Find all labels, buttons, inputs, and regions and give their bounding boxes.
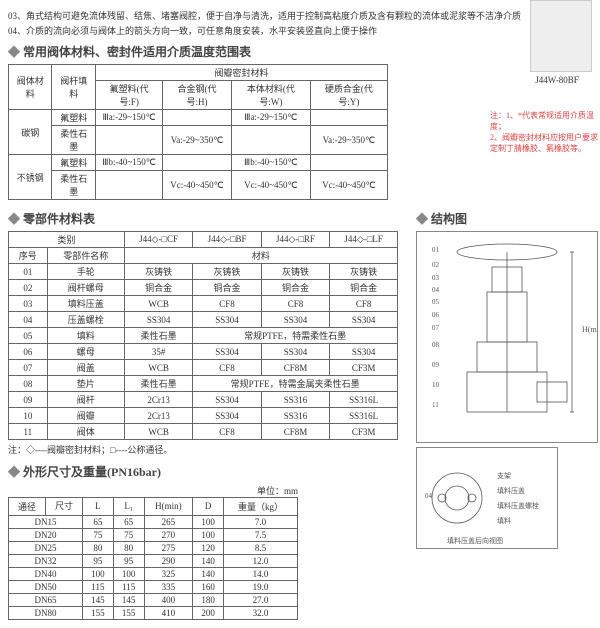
right-note-1: 注：1、*代表常规适用介质温度；	[490, 110, 600, 132]
svg-text:10: 10	[432, 381, 440, 389]
svg-text:04: 04	[432, 286, 440, 294]
right-note-2: 2、阀瓣密封材料应按用户要求定制丁腈橡胶、氟橡胶等。	[490, 132, 600, 154]
svg-text:05: 05	[432, 298, 440, 306]
dimensions-table: 通径尺寸LL₁H(min)D重量（kg） DN1565652651007.0 D…	[8, 497, 298, 620]
note-03: 03、角式结构可避免流体残留、结焦、堵塞阀腔，便于自净与清洗，适用于控制高粘度介…	[8, 10, 600, 23]
section-3-title: 外形尺寸及重量(PN16bar)	[8, 463, 408, 480]
product-image	[530, 0, 592, 72]
section-2b-title: 结构图	[416, 210, 600, 227]
svg-text:09: 09	[432, 361, 440, 369]
svg-text:填料压盖后向视图: 填料压盖后向视图	[447, 536, 503, 545]
svg-text:07: 07	[432, 324, 440, 332]
svg-text:04: 04	[425, 492, 433, 500]
svg-text:填料压盖: 填料压盖	[497, 486, 525, 495]
unit-label: 单位：mm	[8, 484, 298, 497]
section-1-title: 常用阀体材料、密封件适用介质温度范围表	[8, 43, 600, 60]
svg-text:08: 08	[432, 341, 440, 349]
svg-text:11: 11	[432, 401, 439, 409]
svg-text:06: 06	[432, 311, 440, 319]
svg-text:02: 02	[432, 261, 440, 269]
section-2-title: 零部件材料表	[8, 210, 408, 227]
svg-text:H(min): H(min)	[582, 325, 597, 334]
right-notes: 注：1、*代表常规适用介质温度； 2、阀瓣密封材料应按用户要求定制丁腈橡胶、氟橡…	[490, 110, 600, 154]
note-04: 04、介质的流向必须与阀体上的箭头方向一致，可任意角度安装，水平安装竖直向上便于…	[8, 25, 600, 38]
svg-text:03: 03	[432, 274, 440, 282]
svg-text:填料压盖螺栓: 填料压盖螺栓	[497, 501, 539, 510]
parts-table: 类别J44◇-□CFJ44◇-□BFJ44◇-□RFJ44◇-□LF 序号零部件…	[8, 231, 398, 440]
svg-text:填料: 填料	[497, 516, 511, 525]
detail-diagram: 04 支架 填料压盖 填料压盖螺栓 填料 填料压盖后向视图	[416, 447, 558, 549]
product-model-label: J44W-80BF	[522, 75, 592, 85]
parts-table-footer: 注：◇----阀瓣密封材料；□----公称通径。	[8, 444, 408, 457]
svg-text:01: 01	[432, 246, 440, 254]
structure-diagram: H(min) 01 02 03 04 05 06 07 08 09 10 11	[416, 231, 598, 443]
svg-text:支架: 支架	[497, 471, 511, 480]
temperature-table: 阀体材料阀杆填料阀瓣密封材料 氟塑料(代号:F)合金钢(代号:H)本体材料(代号…	[8, 64, 388, 200]
